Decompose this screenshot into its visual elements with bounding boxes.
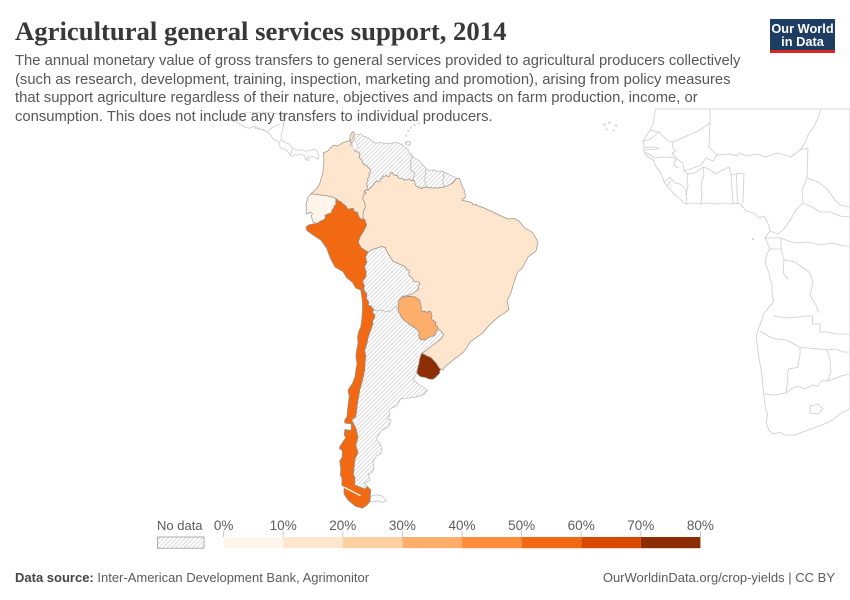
svg-text:40%: 40%: [448, 518, 475, 533]
svg-text:30%: 30%: [389, 518, 416, 533]
svg-text:10%: 10%: [270, 518, 297, 533]
svg-text:0%: 0%: [214, 518, 234, 533]
svg-text:50%: 50%: [508, 518, 535, 533]
svg-text:70%: 70%: [627, 518, 654, 533]
svg-text:No data: No data: [157, 518, 203, 533]
svg-text:20%: 20%: [329, 518, 356, 533]
svg-text:60%: 60%: [568, 518, 595, 533]
svg-text:80%: 80%: [687, 518, 714, 533]
